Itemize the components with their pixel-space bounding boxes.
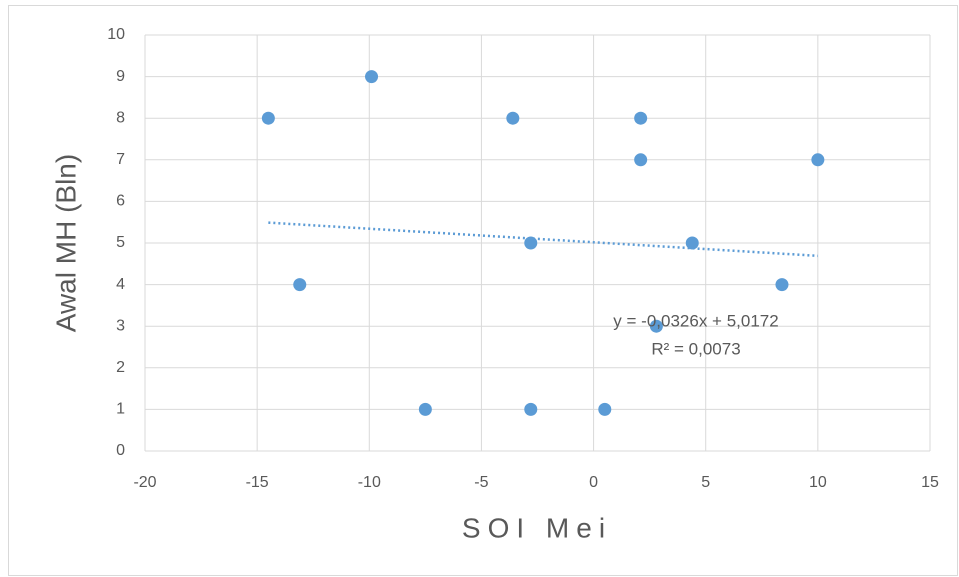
point — [365, 70, 379, 84]
x-tick-label: 10 — [809, 474, 827, 491]
y-tick-label: 6 — [116, 193, 125, 210]
y-tick-label: 0 — [116, 442, 125, 459]
x-axis-title: SOI Mei — [462, 512, 612, 543]
trendline-equation: y = -0,0326x + 5,0172 — [613, 311, 778, 330]
point — [634, 153, 648, 167]
chart-border — [8, 5, 958, 576]
x-tick-label: 0 — [589, 474, 598, 491]
x-tick-label: -10 — [358, 474, 381, 491]
point — [261, 111, 275, 125]
point — [524, 236, 538, 250]
point — [598, 402, 612, 416]
point — [524, 402, 538, 416]
y-tick-label: 7 — [116, 151, 125, 168]
x-tick-label: 5 — [701, 474, 710, 491]
point — [649, 319, 663, 333]
trendline-r2: R² = 0,0073 — [651, 339, 740, 358]
y-tick-label: 5 — [116, 234, 125, 251]
trendline — [268, 221, 818, 258]
y-tick-label: 2 — [116, 359, 125, 376]
y-tick-label: 10 — [107, 26, 125, 43]
x-tick-label: 15 — [921, 474, 939, 491]
y-tick-label: 9 — [116, 68, 125, 85]
y-tick-label: 1 — [116, 401, 125, 418]
point — [775, 278, 789, 292]
point — [811, 153, 825, 167]
point — [685, 236, 699, 250]
x-tick-label: -15 — [246, 474, 269, 491]
point — [418, 402, 432, 416]
y-tick-label: 4 — [116, 276, 125, 293]
x-tick-label: -20 — [133, 474, 156, 491]
point — [293, 278, 307, 292]
x-tick-label: -5 — [474, 474, 488, 491]
point — [634, 111, 648, 125]
y-tick-label: 3 — [116, 317, 125, 334]
y-axis-title: Awal MH (Bln) — [50, 154, 81, 332]
y-tick-label: 8 — [116, 109, 125, 126]
point — [506, 111, 520, 125]
